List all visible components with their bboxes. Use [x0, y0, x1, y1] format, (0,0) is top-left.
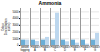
svg-text:2000: 2000 — [13, 30, 19, 34]
svg-text:ProductB: ProductB — [40, 45, 50, 52]
svg-text:beforefogging: beforefogging — [21, 45, 30, 52]
svg-text:ProductE: ProductE — [70, 45, 80, 52]
svg-text:ProductF: ProductF — [80, 45, 90, 52]
svg-text:0: 0 — [17, 43, 19, 47]
svg-text:ProductC: ProductC — [50, 45, 60, 52]
svg-text:ProductG: ProductG — [90, 45, 100, 52]
svg-text:3000: 3000 — [13, 23, 19, 27]
svg-text:ProductA: ProductA — [30, 45, 40, 52]
svg-text:4000: 4000 — [13, 16, 19, 20]
svg-text:OdourConcentration(ou/m³): OdourConcentration(ou/m³) — [1, 18, 10, 35]
svg-text:5000: 5000 — [13, 10, 19, 14]
html-text:Ammonia: Ammonia — [38, 0, 62, 6]
svg-text:1000: 1000 — [13, 37, 19, 41]
svg-text:ProductD: ProductD — [60, 45, 70, 52]
